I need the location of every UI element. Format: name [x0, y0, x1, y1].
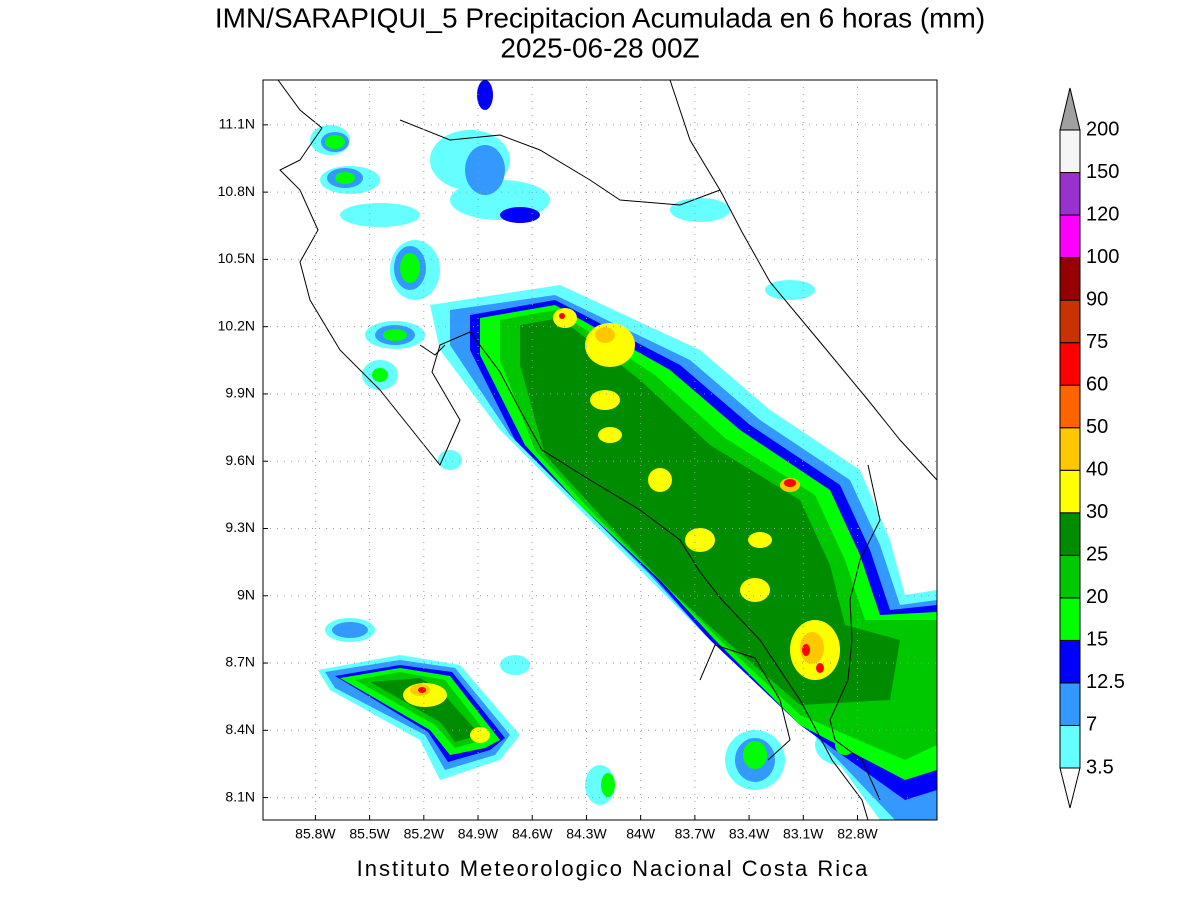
- colorbar-label: 20: [1086, 586, 1108, 608]
- x-tick-label: 85.5W: [349, 826, 390, 842]
- colorbar-label: 120: [1086, 203, 1119, 225]
- y-tick-label: 9.3N: [225, 519, 255, 535]
- colorbar-arrow-high: [1059, 87, 1081, 131]
- coastlines: [277, 80, 937, 820]
- colorbar-swatch: [1059, 129, 1081, 174]
- colorbar-label: 3.5: [1086, 756, 1114, 778]
- y-tick-label: 8.1N: [225, 788, 255, 804]
- subtitle: 2025-06-28 00Z: [500, 32, 699, 63]
- title: IMN/SARAPIQUI_5 Precipitacion Acumulada …: [215, 2, 985, 33]
- colorbar-swatch: [1059, 427, 1081, 471]
- colorbar-label: 75: [1086, 331, 1108, 353]
- y-tick-label: 8.4N: [225, 721, 255, 737]
- precipitation-field: [310, 80, 937, 820]
- colorbar-swatch: [1059, 512, 1081, 556]
- x-tick-label: 84.6W: [512, 826, 553, 842]
- colorbar-swatch: [1059, 639, 1081, 684]
- colorbar-label: 7: [1086, 714, 1097, 736]
- x-tick-label: 83.1W: [783, 826, 824, 842]
- colorbar-label: 25: [1086, 544, 1108, 566]
- colorbar-swatch: [1059, 682, 1081, 726]
- y-tick-label: 11.1N: [219, 116, 255, 132]
- colorbar-swatch: [1059, 214, 1081, 259]
- y-tick-label: 9.9N: [225, 385, 255, 401]
- y-tick-label: 9.6N: [225, 452, 255, 468]
- x-tick-label: 83.4W: [729, 826, 770, 842]
- colorbar-swatch: [1059, 384, 1081, 429]
- footer: Instituto Meteorologico Nacional Costa R…: [357, 856, 870, 881]
- x-tick-label: 84W: [626, 826, 656, 842]
- precip-25: [370, 318, 900, 742]
- colorbar-swatch: [1059, 554, 1081, 599]
- colorbar-label: 40: [1086, 459, 1108, 481]
- y-tick-label: 10.2N: [218, 317, 255, 333]
- x-tick-label: 84.9W: [458, 826, 499, 842]
- colorbar-label: 200: [1086, 118, 1119, 140]
- precip-60: [418, 313, 824, 693]
- y-tick-label: 9N: [237, 586, 255, 602]
- map-frame: [262, 79, 938, 821]
- x-tick-label: 82.8W: [837, 826, 878, 842]
- y-tick-label: 10.5N: [218, 250, 255, 266]
- colorbar-label: 100: [1086, 246, 1119, 268]
- x-tick-label: 84.3W: [566, 826, 607, 842]
- colorbar-swatch: [1059, 342, 1081, 386]
- colorbar-label: 15: [1086, 629, 1108, 651]
- colorbar-label: 50: [1086, 416, 1108, 438]
- x-tick-label: 85.8W: [295, 826, 336, 842]
- colorbar-swatch: [1059, 724, 1081, 769]
- y-tick-label: 10.8N: [218, 183, 255, 199]
- x-tick-label: 83.7W: [675, 826, 716, 842]
- colorbar-swatch: [1059, 257, 1081, 301]
- colorbar-label: 150: [1086, 161, 1119, 183]
- colorbar-label: 90: [1086, 288, 1108, 310]
- colorbar-swatch: [1059, 469, 1081, 514]
- colorbar-swatch: [1059, 299, 1081, 344]
- x-tick-label: 85.2W: [404, 826, 445, 842]
- colorbar-swatch: [1059, 597, 1081, 641]
- y-tick-label: 8.7N: [225, 654, 255, 670]
- colorbar-label: 60: [1086, 373, 1108, 395]
- colorbar-label: 30: [1086, 501, 1108, 523]
- colorbar-label: 12.5: [1086, 671, 1125, 693]
- colorbar-swatch: [1059, 172, 1081, 216]
